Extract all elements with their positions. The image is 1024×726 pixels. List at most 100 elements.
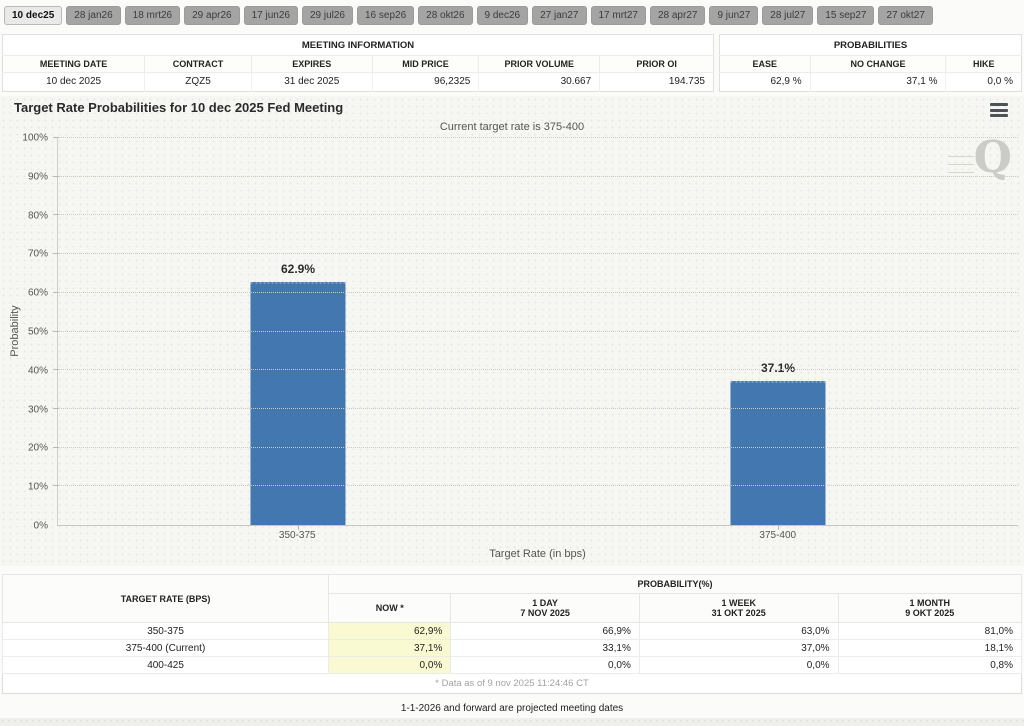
tab-27-jan27[interactable]: 27 jan27 xyxy=(532,6,587,25)
col-now-label: NOW * xyxy=(375,603,404,613)
col-target-rate-bps: TARGET RATE (BPS) xyxy=(1,574,330,623)
tab-29-apr26[interactable]: 29 apr26 xyxy=(184,6,240,25)
now-cell: 37,1% xyxy=(328,639,452,657)
rate-cell: 350-375 xyxy=(1,622,330,640)
bottom-band xyxy=(0,718,1024,726)
col-1-month-label: 1 MONTH xyxy=(909,598,951,608)
gridline xyxy=(58,369,1018,371)
tab-16-sep26[interactable]: 16 sep26 xyxy=(357,6,415,25)
y-tick-label: 20% xyxy=(27,442,48,454)
tab-28-jan26[interactable]: 28 jan26 xyxy=(66,6,121,25)
expires-value: 31 dec 2025 xyxy=(251,72,373,92)
ease-value: 62,9 % xyxy=(719,72,811,92)
tab-27-okt27[interactable]: 27 okt27 xyxy=(878,6,933,25)
x-category-350-375: 350-375 xyxy=(278,530,316,541)
day-cell: 66,9% xyxy=(450,622,640,640)
col-expires: EXPIRES xyxy=(251,55,373,73)
gridline xyxy=(58,175,1018,177)
tab-17-mrt27[interactable]: 17 mrt27 xyxy=(590,6,646,25)
y-tick xyxy=(53,291,58,293)
tab-17-jun26[interactable]: 17 jun26 xyxy=(243,6,298,25)
meeting-date-value: 10 dec 2025 xyxy=(2,72,146,92)
week-cell: 63,0% xyxy=(638,622,839,640)
x-category-375-400: 375-400 xyxy=(759,530,797,541)
col-1-day: 1 DAY 7 NOV 2025 xyxy=(450,593,640,623)
top-tables: MEETING INFORMATION MEETING DATE CONTRAC… xyxy=(2,34,1022,92)
y-tick xyxy=(53,175,58,177)
col-no-change: NO CHANGE xyxy=(810,55,947,73)
y-tick-label: 70% xyxy=(27,248,48,260)
x-tick xyxy=(298,525,299,530)
tab-28-apr27[interactable]: 28 apr27 xyxy=(649,6,706,25)
mid-price-value: 96,2325 xyxy=(372,72,480,92)
now-cell: 0,0% xyxy=(328,656,452,674)
plot-area: 62.9% 37.1% xyxy=(53,137,1018,530)
bar-375-400[interactable] xyxy=(730,381,826,525)
col-1-month-date: 9 OKT 2025 xyxy=(905,608,955,618)
col-now: NOW * xyxy=(328,593,452,623)
y-tick-label: 30% xyxy=(27,404,48,416)
tab-10-dec25[interactable]: 10 dec25 xyxy=(4,6,63,25)
bar-value-label-350-375: 62.9% xyxy=(280,261,316,276)
gridline xyxy=(58,253,1018,255)
meeting-tabs: 10 dec25 28 jan26 18 mrt26 29 apr26 17 jun26… xyxy=(0,0,1024,25)
col-prior-oi: PRIOR OI xyxy=(599,55,714,73)
probabilities-panel: PROBABILITIES EASE NO CHANGE HIKE 62,9 %… xyxy=(719,34,1022,92)
gridline xyxy=(58,137,1018,138)
table-row: 375-400 (Current) 37,1% 33,1% 37,0% 18,1… xyxy=(1,639,1023,657)
y-tick xyxy=(53,407,58,409)
col-1-week-date: 31 OKT 2025 xyxy=(711,608,766,618)
chart-context-menu-icon[interactable] xyxy=(990,103,1008,117)
meeting-information-title: MEETING INFORMATION xyxy=(2,34,714,56)
x-tick xyxy=(778,525,779,530)
prior-volume-value: 30.667 xyxy=(478,72,601,92)
col-1-day-date: 7 NOV 2025 xyxy=(520,608,570,618)
col-meeting-date: MEETING DATE xyxy=(2,55,146,73)
group-header-probability: PROBABILITY(%) xyxy=(328,574,1022,594)
bar-350-375[interactable] xyxy=(250,281,346,525)
col-hike: HIKE xyxy=(945,55,1022,73)
tab-18-mrt26[interactable]: 18 mrt26 xyxy=(124,6,181,25)
y-tick xyxy=(53,253,58,255)
gridline xyxy=(58,446,1018,448)
y-tick xyxy=(53,369,58,371)
week-cell: 37,0% xyxy=(638,639,839,657)
day-cell: 0,0% xyxy=(450,656,640,674)
y-tick-label: 100% xyxy=(22,132,48,144)
rate-cell: 375-400 (Current) xyxy=(1,639,330,657)
tab-15-sep27[interactable]: 15 sep27 xyxy=(817,6,875,25)
month-cell: 81,0% xyxy=(837,622,1023,640)
day-cell: 33,1% xyxy=(450,639,640,657)
gridline xyxy=(58,214,1018,216)
probability-history-table: TARGET RATE (BPS) PROBABILITY(%) NOW * 1… xyxy=(1,574,1023,694)
y-tick xyxy=(53,485,58,487)
bar-value-label-375-400: 37.1% xyxy=(760,361,796,376)
prior-oi-value: 194.735 xyxy=(668,76,705,87)
tab-28-okt26[interactable]: 28 okt26 xyxy=(418,6,473,25)
col-ease: EASE xyxy=(719,55,811,73)
chart-subtitle: Current target rate is 375-400 xyxy=(439,121,585,133)
tab-28-jul27[interactable]: 28 jul27 xyxy=(762,6,814,25)
tab-29-jul26[interactable]: 29 jul26 xyxy=(301,6,353,25)
contract-value: ZQZ5 xyxy=(144,72,252,92)
table-row: 350-375 62,9% 66,9% 63,0% 81,0% xyxy=(1,622,1023,640)
tab-9-jun27[interactable]: 9 jun27 xyxy=(709,6,759,25)
col-1-month: 1 MONTH 9 OKT 2025 xyxy=(837,593,1023,623)
probability-chart: Target Rate Probabilities for 10 dec 202… xyxy=(0,96,1024,566)
y-tick xyxy=(53,137,58,138)
col-1-week: 1 WEEK 31 OKT 2025 xyxy=(638,593,839,623)
gridline xyxy=(58,485,1018,487)
now-cell: 62,9% xyxy=(328,622,452,640)
y-tick-label: 90% xyxy=(27,171,48,183)
col-prior-volume: PRIOR VOLUME xyxy=(478,55,601,73)
gridline xyxy=(58,291,1018,293)
col-contract: CONTRACT xyxy=(144,55,252,73)
month-cell: 0,8% xyxy=(837,656,1023,674)
y-tick xyxy=(53,214,58,216)
chart-title: Target Rate Probabilities for 10 dec 202… xyxy=(14,100,344,115)
no-change-value: 37,1 % xyxy=(810,72,947,92)
y-tick-label: 50% xyxy=(27,326,48,338)
y-axis-title: Probability xyxy=(9,305,21,357)
tab-9-dec26[interactable]: 9 dec26 xyxy=(476,6,529,25)
y-tick xyxy=(53,446,58,448)
